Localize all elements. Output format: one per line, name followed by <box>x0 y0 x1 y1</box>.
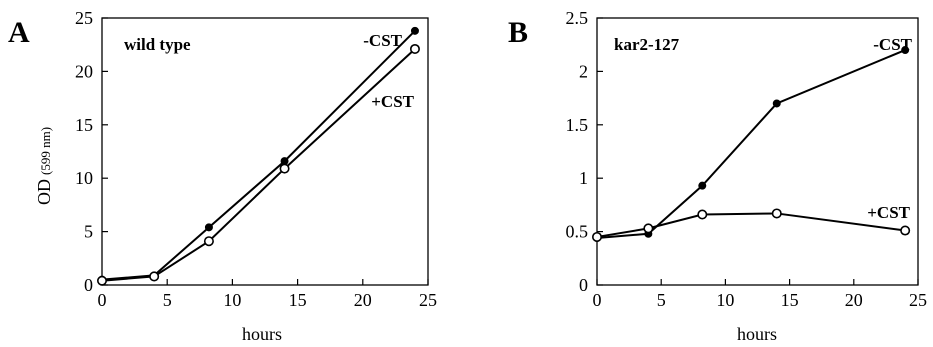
y-tick-label-b: 0.5 <box>566 222 589 242</box>
x-tick-label-a: 15 <box>289 290 307 310</box>
panel-letter-b: B <box>508 16 528 49</box>
data-point-plus-cst-b <box>643 223 654 234</box>
inset-title-a: wild type <box>124 35 191 54</box>
x-tick-label-b: 15 <box>781 290 799 310</box>
x-tick-label-a: 0 <box>98 290 107 310</box>
x-tick-label-b: 5 <box>657 290 666 310</box>
x-tick-label-b: 25 <box>909 290 927 310</box>
y-tick-label-a: 15 <box>75 115 93 135</box>
series-label-plus-cst-b: +CST <box>867 203 910 222</box>
series-line-minus-cst-a <box>101 30 416 281</box>
y-tick-label-b: 2.5 <box>566 8 589 28</box>
data-point-plus-cst-a <box>203 236 214 247</box>
x-tick-label-b: 0 <box>593 290 602 310</box>
data-point-minus-cst-b <box>772 99 781 108</box>
series-label-minus-cst-b: -CST <box>873 35 912 54</box>
x-tick-label-a: 20 <box>354 290 372 310</box>
data-point-minus-cst-a <box>280 157 289 166</box>
x-tick-label-b: 10 <box>716 290 734 310</box>
data-point-plus-cst-b <box>591 231 602 242</box>
series-line-minus-cst-b <box>596 49 906 240</box>
data-point-minus-cst-b <box>901 46 910 55</box>
y-tick-label-b: 1.5 <box>566 115 589 135</box>
data-point-plus-cst-b <box>771 208 782 219</box>
x-tick-label-a: 5 <box>163 290 172 310</box>
y-tick-label-a: 20 <box>75 61 93 81</box>
y-tick-label-a: 25 <box>75 8 93 28</box>
data-point-minus-cst-a <box>410 26 419 35</box>
series-label-plus-cst-a: +CST <box>371 92 414 111</box>
x-axis-label-a: hours <box>242 324 282 344</box>
y-tick-label-a: 5 <box>84 222 93 242</box>
data-point-plus-cst-a <box>279 163 290 174</box>
series-label-minus-cst-a: -CST <box>363 31 402 50</box>
x-tick-label-a: 25 <box>419 290 437 310</box>
data-point-plus-cst-a <box>97 275 108 286</box>
x-tick-label-a: 10 <box>223 290 241 310</box>
data-point-plus-cst-a <box>149 271 160 282</box>
x-axis-label-b: hours <box>737 324 777 344</box>
y-tick-label-b: 1 <box>579 168 588 188</box>
plot-frame-a <box>101 17 429 286</box>
y-tick-label-b: 0 <box>579 275 588 295</box>
data-point-minus-cst-a <box>204 223 213 232</box>
x-tick-label-b: 20 <box>845 290 863 310</box>
data-point-minus-cst-b <box>698 181 707 190</box>
y-tick-label-a: 0 <box>84 275 93 295</box>
series-line-plus-cst-a <box>101 48 416 282</box>
data-point-plus-cst-b <box>697 209 708 220</box>
y-tick-label-b: 2 <box>579 61 588 81</box>
data-point-plus-cst-a <box>409 43 420 54</box>
data-point-plus-cst-b <box>900 225 911 236</box>
panel-a: A wild type OD(599 nm) hours 0 5 10 15 20 25 0… <box>8 8 437 344</box>
panel-b: B kar2-127 hours 0 5 10 15 20 25 0 0.5 1 1.5 2 2.5 -… <box>508 8 927 344</box>
y-tick-label-a: 10 <box>75 168 93 188</box>
panel-letter-a: A <box>8 16 30 49</box>
y-axis-label-a: OD(599 nm) <box>34 127 54 205</box>
inset-title-b: kar2-127 <box>614 35 680 54</box>
plot-frame-b <box>596 17 919 286</box>
